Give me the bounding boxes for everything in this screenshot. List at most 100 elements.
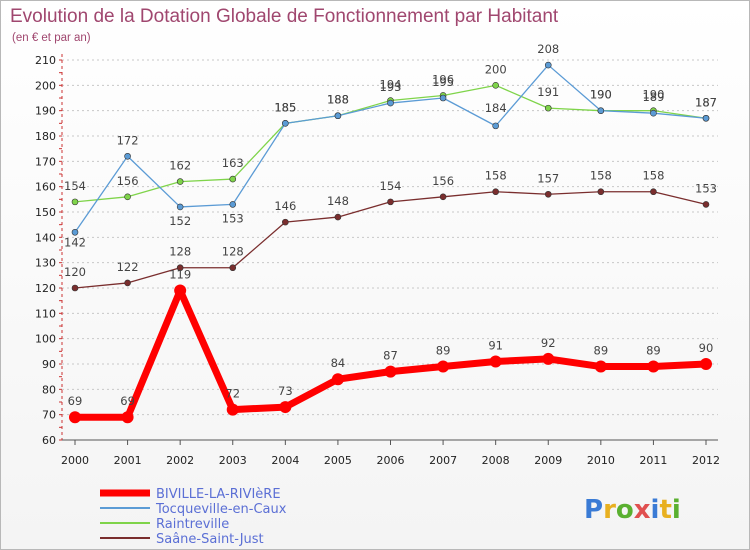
data-point: [71, 198, 79, 206]
data-point: [121, 411, 134, 424]
data-label: 194: [380, 78, 402, 92]
data-point: [334, 112, 342, 120]
data-label: 153: [222, 211, 244, 225]
x-tick-label: 2010: [587, 454, 615, 467]
data-point: [282, 218, 289, 226]
data-point: [229, 201, 237, 208]
data-label: 153: [695, 181, 717, 195]
data-point: [597, 107, 605, 114]
data-label: 190: [590, 88, 612, 102]
data-label: 158: [642, 169, 664, 183]
data-point: [176, 178, 184, 185]
data-label: 158: [485, 169, 507, 183]
data-point: [650, 188, 657, 196]
data-label: 120: [64, 265, 86, 279]
data-point: [71, 284, 79, 292]
data-label: 89: [594, 344, 609, 358]
data-label: 157: [537, 171, 559, 185]
data-label: 69: [68, 394, 83, 408]
x-tick-label: 2003: [219, 454, 247, 467]
data-label: 156: [432, 174, 454, 188]
data-label: 200: [485, 62, 507, 76]
data-point: [544, 190, 552, 198]
y-tick-label: 110: [35, 307, 56, 320]
x-tick-label: 2004: [271, 454, 299, 467]
y-tick-label: 70: [42, 409, 56, 422]
data-point: [387, 99, 394, 107]
data-label: 146: [274, 199, 296, 213]
data-point: [229, 264, 237, 272]
y-tick-label: 160: [35, 181, 56, 194]
data-point: [439, 193, 447, 201]
data-point: [439, 94, 447, 102]
data-point: [597, 188, 605, 196]
data-label: 163: [222, 156, 244, 170]
data-point: [492, 82, 499, 89]
series: [69, 61, 712, 424]
data-label: 196: [432, 72, 454, 86]
data-label: 154: [380, 179, 402, 193]
data-point: [492, 122, 499, 130]
data-label: 73: [278, 384, 293, 398]
data-point: [69, 411, 81, 424]
data-point: [702, 201, 710, 208]
data-label: 162: [169, 159, 191, 173]
data-point: [544, 104, 552, 112]
data-label: 188: [327, 93, 349, 107]
data-point: [334, 213, 342, 221]
data-point: [331, 373, 344, 386]
data-point: [387, 198, 394, 206]
y-tick-label: 210: [35, 54, 56, 67]
grid: [62, 59, 718, 441]
x-tick-label: 2006: [377, 454, 405, 467]
y-tick-label: 90: [42, 358, 56, 371]
axes: 60 70 80 90 100 110 120 130 140 150 160 170 180 190 20…: [35, 54, 720, 467]
x-tick-label: 2012: [692, 454, 720, 467]
data-point: [176, 264, 184, 272]
data-label: 190: [642, 88, 664, 102]
x-tick-label: 2005: [324, 454, 352, 467]
x-tick-label: 2002: [166, 454, 194, 467]
data-point: [492, 188, 499, 196]
data-point: [124, 152, 131, 160]
data-point: [229, 175, 237, 183]
legend-label: BIVILLE-LA-RIVIèRE: [156, 487, 281, 502]
data-label: 92: [541, 336, 556, 350]
data-label: 119: [169, 268, 191, 282]
data-label: 184: [485, 101, 507, 115]
data-point: [700, 358, 712, 370]
data-point: [647, 360, 660, 373]
data-point: [279, 401, 292, 414]
data-label: 189: [642, 90, 664, 104]
y-tick-label: 100: [35, 333, 56, 346]
data-point: [176, 203, 184, 211]
data-label: 158: [590, 169, 612, 183]
data-label: 191: [537, 85, 559, 99]
x-tick-label: 2000: [61, 454, 89, 467]
data-point: [282, 120, 289, 127]
data-label: 187: [695, 95, 717, 109]
y-tick-label: 130: [35, 257, 56, 270]
data-label: 72: [225, 387, 240, 401]
data-label: 128: [222, 245, 244, 259]
y-tick-label: 190: [35, 105, 56, 118]
y-tick-label: 200: [35, 79, 56, 92]
data-point: [437, 360, 450, 373]
data-point: [226, 403, 239, 416]
data-label: 185: [274, 100, 296, 114]
data-point: [71, 228, 79, 236]
logo-text: Proxiti: [584, 495, 681, 525]
data-point: [124, 193, 131, 201]
y-tick-label: 140: [35, 231, 56, 244]
data-label: 185: [274, 100, 296, 114]
data-point: [702, 114, 710, 122]
data-point: [542, 352, 555, 365]
data-label: 90: [699, 341, 714, 355]
chart-subtitle: (en € et par an): [12, 32, 91, 44]
data-label: 154: [64, 179, 86, 193]
legend-label: Saâne-Saint-Just: [156, 532, 264, 547]
y-tick-label: 60: [42, 434, 56, 447]
data-label: 69: [120, 394, 135, 408]
